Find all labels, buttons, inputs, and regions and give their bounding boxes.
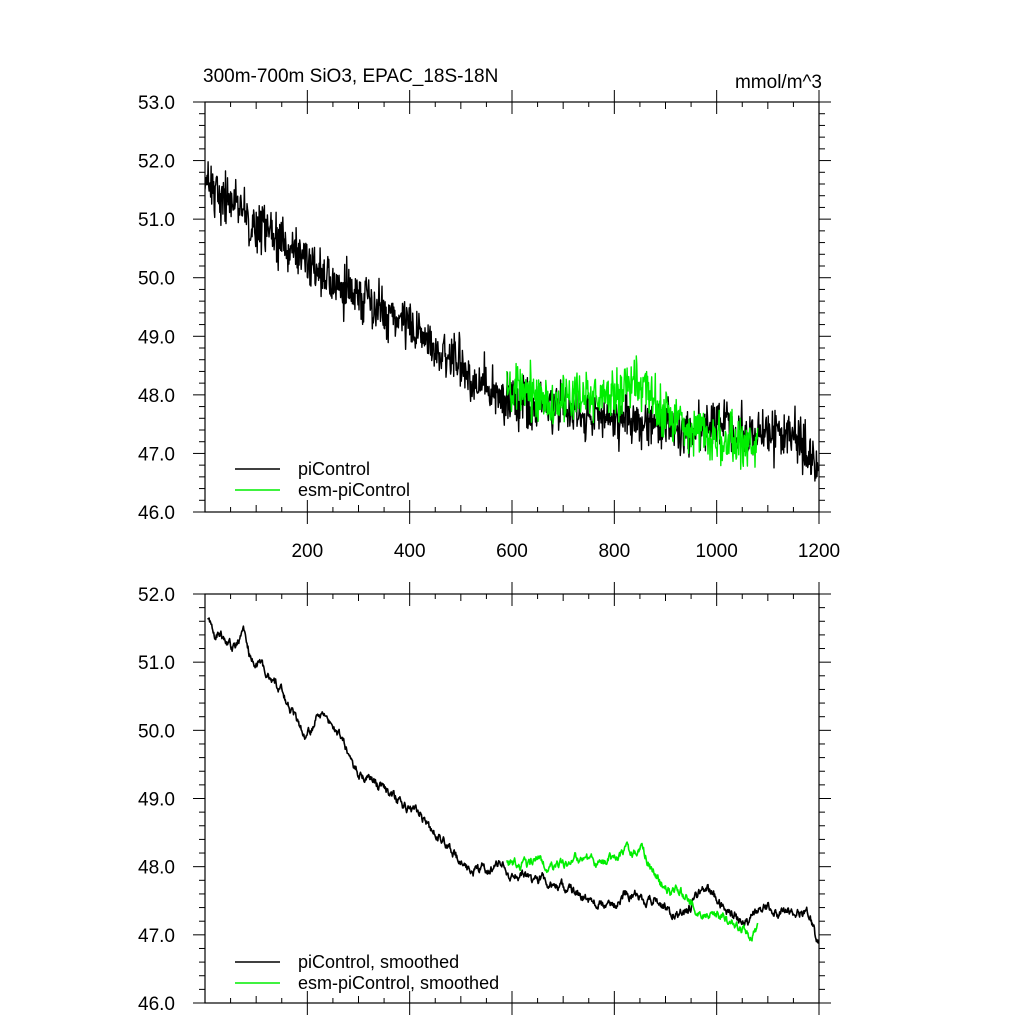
y-tick-label: 52.0 — [138, 585, 175, 606]
y-tick-label: 49.0 — [138, 327, 175, 348]
series-line-picontrol — [205, 161, 819, 482]
x-tick-label: 1000 — [696, 541, 738, 562]
series-line-esm-picontrol — [506, 355, 759, 470]
x-tick-label: 1200 — [798, 541, 840, 562]
y-tick-label: 50.0 — [138, 721, 175, 742]
y-tick-label: 53.0 — [138, 93, 175, 114]
top-panel: 46.0 47.0 48.0 49.0 50.0 51.0 52.0 53.0 200 400 60… — [138, 90, 840, 562]
y-tick-label: 51.0 — [138, 653, 175, 674]
x-tick-label: 400 — [394, 541, 426, 562]
y-tick-label: 47.0 — [138, 444, 175, 465]
y-tick-label: 51.0 — [138, 210, 175, 231]
x-tick-label: 200 — [291, 541, 323, 562]
legend-label: piControl — [298, 459, 370, 479]
y-tick-label: 52.0 — [138, 152, 175, 173]
plot-frame — [204, 593, 820, 1004]
y-tick-label: 49.0 — [138, 790, 175, 811]
chart-title: 300m-700m SiO3, EPAC_18S-18N — [203, 66, 498, 87]
legend-label: esm-piControl — [298, 480, 410, 500]
y-tick-label: 48.0 — [138, 386, 175, 407]
x-tick-label: 600 — [496, 541, 528, 562]
y-tick-label: 47.0 — [138, 926, 175, 947]
series-line-picontrol — [206, 617, 819, 944]
y-tick-label: 50.0 — [138, 269, 175, 290]
y-tick-label: 48.0 — [138, 858, 175, 879]
legend-label: piControl, smoothed — [298, 952, 459, 972]
legend-label: esm-piControl, smoothed — [298, 973, 499, 993]
units-label: mmol/m^3 — [735, 72, 822, 93]
y-tick-label: 46.0 — [138, 503, 175, 524]
bottom-panel: 46.0 47.0 48.0 49.0 50.0 51.0 52.0 piControl, s… — [138, 582, 831, 1015]
x-tick-label: 800 — [598, 541, 630, 562]
y-tick-label: 46.0 — [138, 994, 175, 1015]
series-line-esm-picontrol — [506, 841, 759, 942]
